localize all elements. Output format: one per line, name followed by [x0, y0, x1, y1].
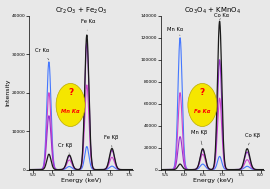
- Text: Mn Kβ: Mn Kβ: [191, 130, 207, 145]
- Text: Mn Kα: Mn Kα: [167, 27, 183, 36]
- Circle shape: [56, 83, 85, 126]
- Text: Fe Kα: Fe Kα: [194, 109, 211, 114]
- Text: Mn Kα: Mn Kα: [61, 109, 80, 114]
- X-axis label: Energy (keV): Energy (keV): [61, 178, 101, 184]
- Title: Co$_3$O$_4$ + KMnO$_4$: Co$_3$O$_4$ + KMnO$_4$: [184, 5, 241, 16]
- Circle shape: [188, 83, 217, 126]
- Text: ?: ?: [200, 88, 205, 97]
- Title: Cr$_2$O$_3$ + Fe$_2$O$_3$: Cr$_2$O$_3$ + Fe$_2$O$_3$: [55, 5, 107, 16]
- Text: Co Kα: Co Kα: [214, 13, 229, 20]
- X-axis label: Energy (keV): Energy (keV): [193, 178, 233, 184]
- Text: Fe Kα: Fe Kα: [81, 19, 95, 30]
- Text: Cr Kβ: Cr Kβ: [58, 143, 72, 153]
- Text: Cr Kα: Cr Kα: [35, 48, 49, 60]
- Y-axis label: Intensity: Intensity: [6, 79, 11, 106]
- Text: ?: ?: [68, 88, 73, 97]
- Text: Fe Kβ: Fe Kβ: [104, 135, 118, 147]
- Text: Co Kβ: Co Kβ: [245, 133, 260, 145]
